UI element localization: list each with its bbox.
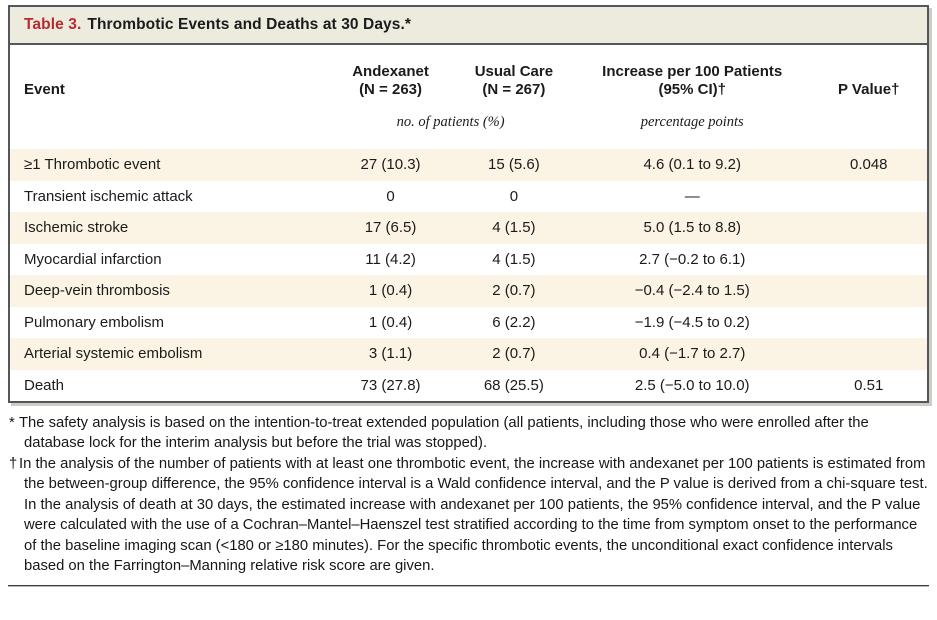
table-row: Myocardial infarction 11 (4.2) 4 (1.5) 2… [10, 244, 927, 276]
column-header-andexanet-n: (N = 263) [359, 81, 423, 98]
p-value-cell: 0.51 [854, 376, 884, 394]
column-header-usual-care-n: (N = 267) [482, 81, 546, 98]
event-cell: Transient ischemic attack [24, 187, 193, 205]
table-3-panel: Table 3. Thrombotic Events and Deaths at… [8, 5, 929, 403]
increase-cell: −1.9 (−4.5 to 0.2) [634, 313, 750, 331]
table-row: Transient ischemic attack 0 0 — [10, 181, 927, 213]
increase-cell: 2.7 (−0.2 to 6.1) [639, 250, 746, 268]
footnote-dagger-text: In the analysis of the number of patient… [19, 455, 928, 575]
table-title: Table 3. Thrombotic Events and Deaths at… [10, 7, 927, 45]
footnote-asterisk-text: The safety analysis is based on the inte… [19, 415, 869, 452]
andexanet-cell: 1 (0.4) [368, 313, 413, 331]
event-cell: ≥1 Thrombotic event [10, 149, 328, 181]
event-cell: Ischemic stroke [10, 212, 328, 244]
increase-cell: 5.0 (1.5 to 8.8) [573, 212, 811, 244]
p-value-cell [811, 307, 927, 339]
increase-cell: — [684, 187, 700, 205]
footnote-asterisk: * The safety analysis is based on the int… [9, 413, 928, 454]
bottom-rule [8, 584, 929, 587]
table-row: Arterial systemic embolism 3 (1.1) 2 (0.… [10, 338, 927, 370]
units-spacer [10, 101, 327, 149]
usual-care-cell: 4 (1.5) [492, 250, 536, 268]
usual-care-cell: 0 [509, 187, 519, 205]
usual-care-cell: 15 (5.6) [453, 149, 574, 181]
asterisk-marker: * [9, 415, 15, 431]
p-value-cell [810, 212, 927, 244]
column-header-increase-name: Increase per 100 Patients [602, 63, 783, 80]
units-increase-label: percentage points [640, 113, 744, 130]
p-value-cell [811, 244, 927, 276]
andexanet-cell: 27 (10.3) [327, 149, 454, 181]
column-header-usual-care-name: Usual Care [474, 63, 554, 80]
table-row: Deep-vein thrombosis 1 (0.4) 2 (0.7) −0.… [10, 275, 927, 307]
footnotes: * The safety analysis is based on the int… [8, 413, 929, 577]
footnote-dagger: † In the analysis of the number of patien… [9, 454, 928, 577]
column-header-andexanet-name: Andexanet [352, 63, 429, 80]
andexanet-cell: 0 [386, 187, 395, 205]
usual-care-cell: 2 (0.7) [453, 275, 574, 307]
column-header-andexanet: Andexanet (N = 263) [327, 45, 454, 101]
p-value-cell [810, 275, 927, 307]
table-header-row: Event Andexanet (N = 263) Usual Care (N … [10, 45, 927, 101]
usual-care-cell: 4 (1.5) [453, 212, 574, 244]
increase-cell: 0.4 (−1.7 to 2.7) [573, 338, 811, 370]
andexanet-cell: 11 (4.2) [365, 250, 416, 268]
column-header-increase-ci: (95% CI)† [658, 81, 726, 98]
event-cell: Myocardial infarction [24, 250, 162, 268]
event-cell: Arterial systemic embolism [10, 338, 328, 370]
increase-cell: −0.4 (−2.4 to 1.5) [573, 275, 811, 307]
increase-cell: 4.6 (0.1 to 9.2) [573, 149, 811, 181]
table-title-text: Thrombotic Events and Deaths at 30 Days.… [87, 16, 412, 33]
column-header-increase: Increase per 100 Patients (95% CI)† [574, 45, 811, 101]
dagger-marker: † [9, 455, 18, 472]
event-cell: Deep-vein thrombosis [10, 275, 328, 307]
p-value-cell [810, 338, 927, 370]
column-header-usual-care: Usual Care (N = 267) [454, 45, 574, 101]
event-cell: Pulmonary embolism [24, 313, 165, 331]
column-header-event: Event [24, 81, 65, 98]
andexanet-cell: 3 (1.1) [327, 338, 454, 370]
table-units-row: no. of patients (%) percentage points [10, 101, 927, 149]
units-spacer [811, 101, 927, 149]
andexanet-cell: 73 (27.8) [360, 376, 421, 394]
table-row: ≥1 Thrombotic event 27 (10.3) 15 (5.6) 4… [10, 149, 927, 181]
thrombotic-events-table: Event Andexanet (N = 263) Usual Care (N … [10, 45, 927, 401]
table-row: Death 73 (27.8) 68 (25.5) 2.5 (−5.0 to 1… [10, 370, 927, 402]
column-header-p-value: P Value† [838, 81, 900, 98]
table-row: Pulmonary embolism 1 (0.4) 6 (2.2) −1.9 … [10, 307, 927, 339]
event-cell: Death [24, 376, 65, 394]
increase-cell: 2.5 (−5.0 to 10.0) [634, 376, 750, 394]
p-value-cell [811, 181, 927, 213]
usual-care-cell: 2 (0.7) [453, 338, 574, 370]
units-counts-label: no. of patients (%) [396, 113, 505, 130]
andexanet-cell: 1 (0.4) [327, 275, 454, 307]
andexanet-cell: 17 (6.5) [327, 212, 454, 244]
table-row: Ischemic stroke 17 (6.5) 4 (1.5) 5.0 (1.… [10, 212, 927, 244]
table-number-label: Table 3. [24, 16, 82, 33]
usual-care-cell: 68 (25.5) [483, 376, 544, 394]
p-value-cell: 0.048 [810, 149, 927, 181]
usual-care-cell: 6 (2.2) [492, 313, 536, 331]
